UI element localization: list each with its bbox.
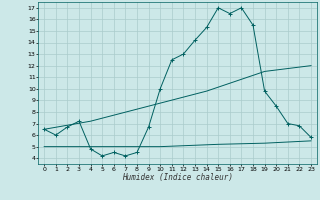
X-axis label: Humidex (Indice chaleur): Humidex (Indice chaleur) <box>122 173 233 182</box>
